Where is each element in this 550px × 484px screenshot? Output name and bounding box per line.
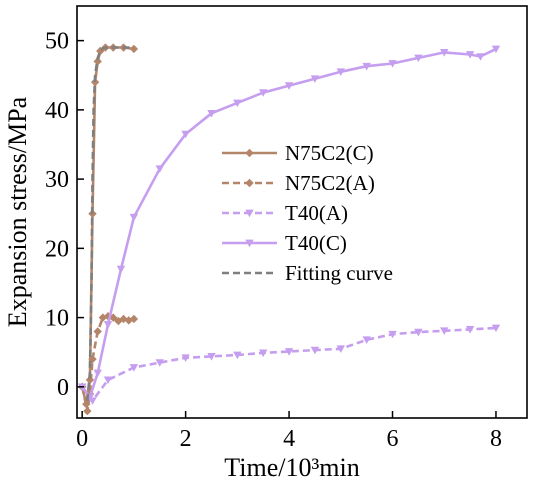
data-point bbox=[155, 359, 164, 367]
data-point bbox=[88, 354, 97, 364]
x-tick-label: 6 bbox=[387, 426, 399, 452]
x-tick-label: 0 bbox=[76, 426, 88, 452]
data-point bbox=[336, 68, 345, 76]
data-point bbox=[93, 327, 102, 336]
data-point bbox=[129, 364, 139, 372]
data-point bbox=[233, 99, 242, 108]
data-point bbox=[491, 45, 501, 54]
x-axis-title: Time/10³min bbox=[224, 453, 359, 482]
data-point bbox=[259, 349, 268, 358]
data-point bbox=[259, 89, 268, 97]
data-point bbox=[155, 165, 164, 173]
data-point bbox=[284, 82, 294, 90]
data-point bbox=[362, 336, 371, 344]
data-point bbox=[90, 77, 100, 87]
data-point bbox=[491, 324, 501, 333]
data-point bbox=[129, 213, 139, 222]
data-point bbox=[414, 328, 423, 337]
plot-lines bbox=[77, 43, 501, 416]
data-point bbox=[129, 314, 139, 324]
y-tick-label: 50 bbox=[45, 29, 69, 55]
legend-marker bbox=[245, 209, 254, 218]
data-point bbox=[207, 109, 216, 118]
legend-item: Fitting curve bbox=[222, 261, 393, 285]
legend-item: T40(A) bbox=[222, 201, 348, 225]
legend-label: Fitting curve bbox=[285, 261, 393, 285]
data-point bbox=[93, 369, 102, 378]
axis-ticks: 0 2 4 6 8 0 10 20 30 40 50 bbox=[45, 29, 502, 452]
data-point bbox=[284, 348, 294, 356]
series-2 bbox=[77, 324, 501, 405]
legend-item: T40(C) bbox=[222, 231, 347, 255]
legend: N75C2(C) N75C2(A) T40(A) T40(C) Fitting curv… bbox=[222, 141, 393, 285]
data-point bbox=[336, 345, 345, 353]
y-axis-title: Expansion stress/MPa bbox=[3, 96, 32, 327]
legend-marker bbox=[245, 239, 254, 248]
x-tick-label: 4 bbox=[283, 426, 295, 452]
series-3 bbox=[77, 45, 501, 402]
data-point bbox=[233, 351, 242, 360]
data-point bbox=[310, 346, 320, 355]
plot-frame bbox=[76, 5, 528, 419]
y-tick-label: 10 bbox=[45, 306, 69, 332]
series-line bbox=[86, 46, 134, 401]
legend-label: T40(A) bbox=[285, 201, 348, 225]
y-tick-label: 0 bbox=[57, 375, 69, 401]
series-0 bbox=[77, 43, 139, 409]
data-point bbox=[103, 321, 113, 329]
data-point bbox=[362, 62, 371, 71]
x-tick-label: 2 bbox=[180, 426, 192, 452]
data-point bbox=[116, 265, 126, 274]
data-point bbox=[129, 44, 139, 54]
legend-label: N75C2(A) bbox=[285, 171, 375, 195]
legend-label: T40(C) bbox=[285, 231, 347, 255]
data-point bbox=[83, 406, 92, 416]
series-4 bbox=[86, 46, 134, 401]
data-point bbox=[181, 130, 190, 139]
data-point bbox=[465, 326, 475, 334]
y-tick-label: 20 bbox=[45, 236, 69, 262]
data-point bbox=[388, 330, 397, 339]
legend-marker bbox=[245, 148, 254, 158]
legend-label: N75C2(C) bbox=[285, 141, 374, 165]
data-point bbox=[98, 313, 108, 322]
data-point bbox=[414, 54, 423, 63]
legend-item: N75C2(A) bbox=[222, 171, 375, 195]
y-tick-label: 40 bbox=[45, 98, 69, 124]
data-point bbox=[181, 354, 190, 362]
data-point bbox=[388, 60, 397, 68]
data-point bbox=[103, 376, 113, 385]
y-tick-label: 30 bbox=[45, 167, 69, 193]
legend-marker bbox=[245, 178, 254, 188]
data-point bbox=[440, 327, 449, 335]
legend-item: N75C2(C) bbox=[222, 141, 374, 165]
data-point bbox=[96, 46, 105, 56]
data-point bbox=[476, 53, 485, 61]
data-point bbox=[465, 51, 475, 59]
data-point bbox=[93, 57, 102, 66]
data-point bbox=[310, 75, 320, 83]
series-line bbox=[81, 326, 497, 403]
x-tick-label: 8 bbox=[490, 426, 502, 452]
data-point bbox=[440, 49, 449, 57]
data-point bbox=[207, 353, 216, 361]
